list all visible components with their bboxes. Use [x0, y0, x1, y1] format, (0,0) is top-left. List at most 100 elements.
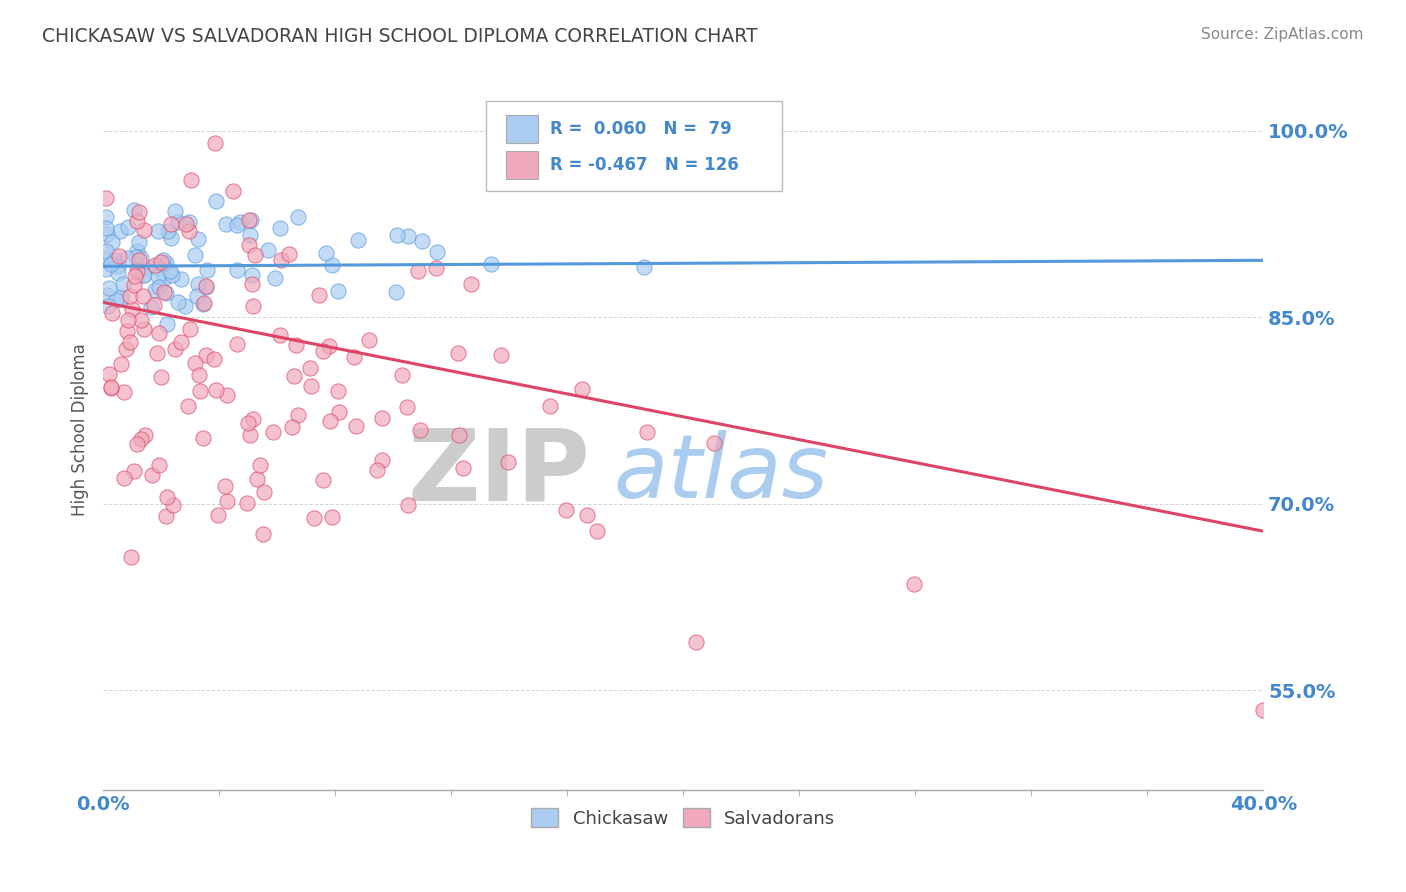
Point: [238, 212, 260, 227]
Text: CHICKASAW VS SALVADORAN HIGH SCHOOL DIPLOMA CORRELATION CHART: CHICKASAW VS SALVADORAN HIGH SCHOOL DIPL…: [42, 27, 758, 45]
Point: [169, 271, 191, 285]
Point: [242, 299, 264, 313]
Point: [1253, 703, 1275, 717]
Point: [283, 368, 305, 383]
Point: [180, 173, 202, 187]
Point: [586, 524, 609, 538]
Point: [121, 302, 143, 317]
Point: [205, 383, 228, 397]
Point: [155, 509, 177, 524]
Point: [132, 268, 155, 282]
Point: [170, 334, 193, 349]
Point: [301, 379, 323, 393]
Point: [344, 419, 367, 434]
Point: [187, 232, 209, 246]
Point: [110, 290, 132, 304]
Point: [187, 277, 209, 291]
Point: [184, 248, 207, 262]
Point: [146, 224, 169, 238]
Point: [148, 269, 170, 284]
Text: ZIP: ZIP: [408, 424, 591, 521]
Point: [129, 251, 152, 265]
Point: [179, 322, 201, 336]
Point: [108, 224, 131, 238]
Point: [141, 468, 163, 483]
Point: [489, 348, 512, 362]
Point: [125, 214, 148, 228]
Point: [104, 293, 127, 307]
Point: [132, 321, 155, 335]
Point: [128, 235, 150, 249]
Point: [240, 212, 263, 227]
Point: [128, 205, 150, 219]
Point: [107, 259, 129, 273]
Point: [239, 227, 262, 242]
Point: [97, 368, 120, 382]
Point: [129, 312, 152, 326]
Text: R = -0.467   N = 126: R = -0.467 N = 126: [550, 156, 738, 174]
Point: [127, 264, 149, 278]
Point: [118, 289, 141, 303]
Point: [252, 527, 274, 541]
Point: [269, 328, 291, 343]
Point: [132, 289, 155, 303]
Point: [94, 244, 117, 259]
Point: [100, 257, 122, 271]
Point: [246, 472, 269, 486]
Point: [117, 313, 139, 327]
Point: [408, 423, 430, 437]
Point: [112, 471, 135, 485]
Point: [153, 270, 176, 285]
Point: [264, 271, 287, 285]
Point: [321, 258, 343, 272]
Point: [174, 217, 197, 231]
Point: [104, 253, 127, 268]
Point: [249, 458, 271, 472]
Point: [226, 336, 249, 351]
Point: [207, 508, 229, 522]
Point: [215, 388, 238, 402]
Point: [426, 245, 449, 260]
Point: [425, 260, 447, 275]
Point: [270, 252, 292, 267]
Point: [703, 435, 725, 450]
Point: [326, 284, 349, 298]
Point: [127, 263, 149, 277]
Point: [100, 380, 122, 394]
Point: [222, 184, 245, 198]
Point: [163, 204, 186, 219]
Point: [311, 474, 333, 488]
Point: [371, 410, 394, 425]
Point: [120, 549, 142, 564]
Point: [159, 231, 181, 245]
Point: [194, 279, 217, 293]
Point: [281, 420, 304, 434]
Point: [139, 300, 162, 314]
Point: [214, 479, 236, 493]
Point: [685, 635, 707, 649]
Point: [312, 343, 335, 358]
Point: [903, 576, 925, 591]
Point: [321, 509, 343, 524]
Point: [187, 368, 209, 382]
Point: [391, 368, 413, 382]
Point: [257, 243, 280, 257]
Point: [143, 283, 166, 297]
Point: [134, 428, 156, 442]
Point: [162, 498, 184, 512]
Point: [145, 260, 167, 275]
Point: [205, 194, 228, 208]
Point: [191, 431, 214, 445]
Point: [110, 357, 132, 371]
Point: [240, 277, 263, 291]
Point: [366, 462, 388, 476]
Point: [240, 268, 263, 282]
Text: Source: ZipAtlas.com: Source: ZipAtlas.com: [1201, 27, 1364, 42]
Point: [449, 427, 471, 442]
Point: [318, 339, 340, 353]
Point: [94, 191, 117, 205]
Point: [202, 352, 225, 367]
Point: [107, 266, 129, 280]
Point: [193, 296, 215, 310]
Bar: [506, 152, 538, 179]
